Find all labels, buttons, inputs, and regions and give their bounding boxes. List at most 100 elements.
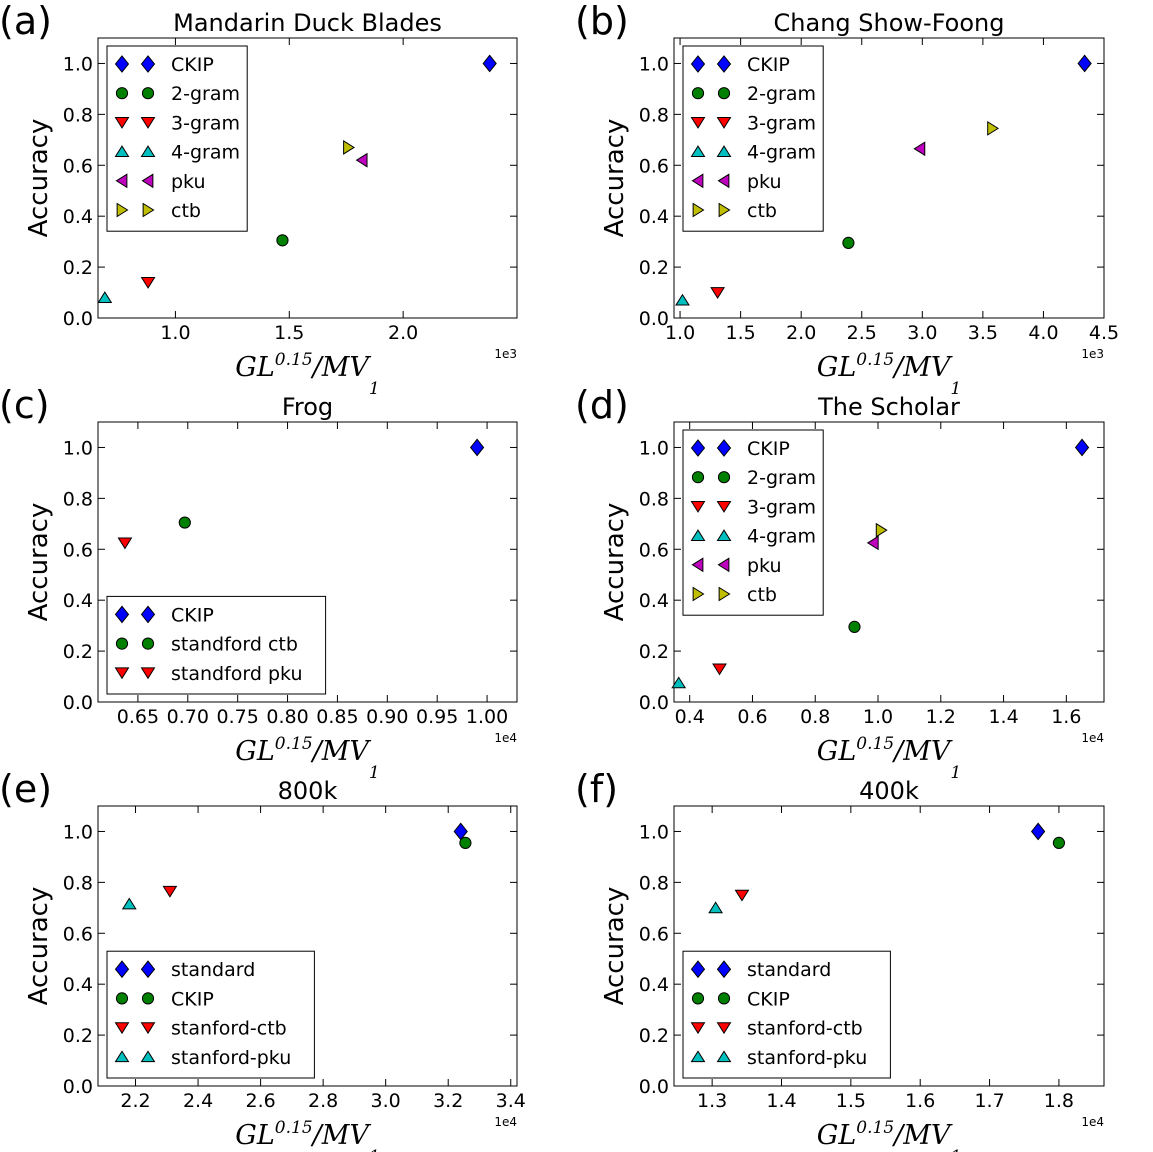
panel-letter: (b): [575, 0, 629, 43]
y-tick-label: 0.0: [639, 308, 669, 330]
legend-label: standford pku: [171, 663, 303, 685]
legend-label: 4-gram: [171, 142, 240, 164]
legend: CKIP 2-gram 3-gram 4-gram pku ctb: [682, 45, 824, 232]
legend-marker: [717, 471, 731, 484]
x-tick-label: 1.00: [466, 706, 508, 728]
x-tick-label: 1.3: [697, 1090, 727, 1112]
legend-label: 3-gram: [747, 496, 816, 518]
x-tick-label: 0.95: [416, 706, 458, 728]
data-point-4-gram: [97, 291, 113, 304]
x-exponent-label: 1e4: [494, 731, 517, 745]
y-tick-label: 0.8: [63, 104, 93, 126]
y-tick-label: 0.0: [639, 692, 669, 714]
x-tick-label: 1.5: [836, 1090, 866, 1112]
legend: CKIP 2-gram 3-gram 4-gram pku ctb: [106, 45, 248, 232]
legend-marker: [718, 202, 731, 218]
legend-label: pku: [171, 171, 206, 193]
x-axis-label: GL0.15/MV1: [235, 1118, 379, 1152]
legend-frame: [682, 950, 891, 1079]
legend-marker: [114, 1050, 130, 1063]
legend-marker: [140, 1050, 156, 1063]
legend: CKIP standford ctb standford pku: [106, 595, 327, 695]
y-tick-label: 0.8: [63, 872, 93, 894]
y-tick-label: 0.2: [639, 641, 669, 663]
legend-marker: [114, 55, 130, 73]
legend-marker: [692, 586, 705, 602]
data-point-4-gram: [675, 293, 690, 306]
legend-marker: [114, 145, 130, 157]
data-point-stanford-ctb: [162, 885, 178, 898]
legend-label: stanford-ctb: [171, 1018, 287, 1040]
data-point-pku: [866, 535, 879, 551]
data-point-stanford-pku: [121, 897, 137, 910]
data-point-pku: [913, 141, 926, 157]
x-exponent-label: 1e3: [1081, 347, 1104, 361]
legend-marker: [716, 55, 732, 73]
legend-marker: [716, 439, 732, 457]
x-tick-label: 0.75: [217, 706, 259, 728]
x-tick-label: 2.4: [183, 1090, 213, 1112]
x-tick-label: 0.6: [737, 706, 767, 728]
x-tick-label: 1.4: [766, 1090, 796, 1112]
legend-marker: [114, 667, 130, 680]
panel-4: (d) The Scholar 0.0 0.2 0.4 0.6 0.8 1.0 0.4 0.6 0.…: [575, 383, 1105, 783]
x-tick-label: 3.5: [968, 322, 998, 344]
x-tick-label: 4.0: [1028, 322, 1058, 344]
legend-marker: [115, 637, 129, 650]
legend-marker: [690, 1022, 706, 1035]
x-axis-label: GL0.15/MV1: [235, 350, 379, 399]
y-tick-label: 0.8: [639, 872, 669, 894]
data-point-standford-pku: [117, 537, 133, 550]
x-tick-label: 1.2: [926, 706, 956, 728]
x-tick-label: 3.2: [433, 1090, 463, 1112]
legend-label: 4-gram: [747, 526, 816, 548]
legend-marker: [115, 173, 128, 189]
panel-2: (b) Chang Show-Foong 0.0 0.2 0.4 0.6 0.8 1.0 1.0…: [575, 0, 1119, 399]
x-tick-label: 1.0: [160, 322, 190, 344]
y-tick-label: 0.4: [639, 206, 669, 228]
y-axis-label: Accuracy: [600, 119, 630, 238]
legend-marker: [691, 87, 705, 100]
y-tick-label: 1.0: [63, 821, 93, 843]
x-tick-label: 1.5: [274, 322, 304, 344]
legend-marker: [690, 439, 706, 457]
panel-5: (e) 800k 0.0 0.2 0.4 0.6 0.8 1.0 2.2 2.4 2.6 2.8 3.0…: [0, 767, 526, 1152]
panel-letter: (a): [0, 0, 52, 43]
legend-marker: [140, 55, 156, 73]
legend-frame: [106, 950, 315, 1079]
y-tick-label: 0.2: [639, 1025, 669, 1047]
x-tick-label: 4.5: [1089, 322, 1119, 344]
x-tick-label: 1.0: [863, 706, 893, 728]
x-tick-label: 0.70: [167, 706, 209, 728]
x-tick-label: 2.0: [786, 322, 816, 344]
legend-marker: [716, 960, 732, 979]
legend-label: CKIP: [747, 54, 790, 76]
x-tick-label: 0.90: [366, 706, 408, 728]
y-tick-label: 0.2: [63, 257, 93, 279]
panel-title: Chang Show-Foong: [774, 9, 1005, 37]
x-exponent-label: 1e4: [1081, 1115, 1104, 1129]
legend-marker: [116, 202, 129, 218]
panel-3: (c) Frog 0.0 0.2 0.4 0.6 0.8 1.0 0.65 0.70 0.75 0.8…: [0, 383, 518, 783]
legend-marker: [690, 529, 706, 541]
panel-letter: (e): [0, 767, 52, 811]
panel-1: (a) Mandarin Duck Blades 0.0 0.2 0.4 0.6 0.8 1.…: [0, 0, 518, 399]
y-tick-label: 0.6: [639, 155, 669, 177]
legend-marker: [690, 960, 706, 979]
x-exponent-label: 1e4: [494, 1115, 517, 1129]
legend-marker: [716, 501, 732, 513]
y-tick-label: 0.2: [63, 1025, 93, 1047]
x-tick-label: 0.65: [117, 706, 159, 728]
legend-marker: [115, 87, 129, 100]
y-tick-label: 0.6: [639, 923, 669, 945]
legend-marker: [115, 992, 129, 1005]
x-tick-label: 0.4: [675, 706, 705, 728]
data-point-4-gram: [671, 676, 687, 689]
legend-marker: [691, 557, 704, 573]
data-point-3-gram: [710, 287, 726, 300]
data-point-ctb: [987, 120, 1000, 136]
y-tick-label: 1.0: [63, 53, 93, 75]
y-tick-label: 0.6: [639, 539, 669, 561]
y-axis-label: Accuracy: [24, 503, 54, 622]
y-tick-label: 0.2: [639, 257, 669, 279]
